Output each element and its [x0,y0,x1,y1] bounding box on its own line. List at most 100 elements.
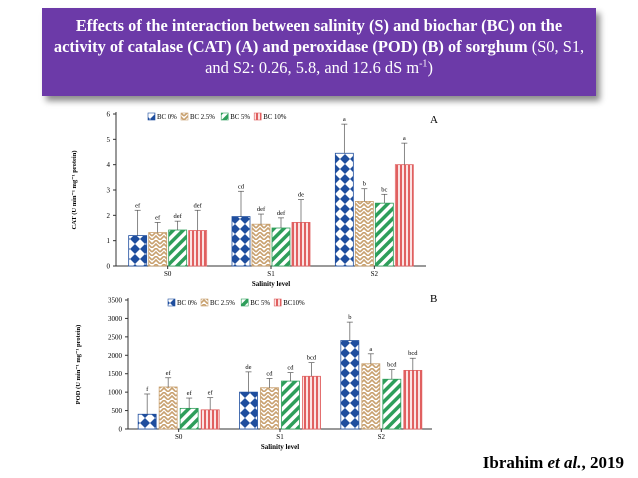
y-tick-label: 2500 [108,333,123,341]
x-tick-label: S1 [267,270,275,278]
legend-label: BC 5% [250,300,270,307]
bar [251,223,271,267]
bar [403,369,423,430]
chart-pod: 0 500 1000 1500 2000 2500 3000 3500 POD (U min⁻¹… [75,293,437,451]
legend-swatch [253,112,262,121]
bar [291,222,311,267]
slide-title-box: Effects of the interaction between salin… [42,8,596,96]
data-label: bcd [408,350,418,357]
data-label: a [403,135,406,142]
data-label: def [174,213,183,220]
bar [188,230,208,267]
bar [281,380,300,430]
citation-year: , 2019 [581,453,625,472]
data-label: a [343,116,346,123]
citation-etal: et al. [547,453,582,472]
citation: Ibrahim et al., 2019 [483,453,624,473]
y-tick-label: 1 [107,237,111,245]
legend-swatch [180,112,189,121]
citation-author: Ibrahim [482,453,548,472]
bar [271,227,291,267]
data-label: b [348,314,351,321]
legend-label: BC 0% [177,300,197,307]
data-label: ef [208,390,214,397]
data-label: def [277,210,286,217]
data-label: ef [166,370,172,377]
y-tick-label: 3000 [108,315,123,323]
legend-swatch [220,112,229,121]
bar [334,152,354,267]
x-tick-label: S2 [378,433,386,441]
bar [340,340,360,430]
x-axis-label: Salinity level [261,443,299,451]
y-tick-label: 3500 [108,297,123,305]
bar [148,232,168,267]
data-label: bcd [307,355,317,362]
x-axis-label: Salinity level [252,280,290,288]
data-label: def [257,206,266,213]
y-tick-label: 500 [112,407,123,415]
data-label: def [194,202,203,209]
legend-swatch [240,298,249,307]
y-tick-label: 0 [107,263,111,271]
legend-label: BC 2.5% [210,300,235,307]
bar [158,386,178,430]
bar [354,201,374,267]
y-tick-label: 0 [119,426,123,434]
legend-label: BC 10% [263,114,287,121]
data-label: bc [381,186,387,193]
bar [302,375,321,430]
y-tick-label: 4 [107,161,111,169]
x-tick-label: S0 [175,433,183,441]
legend-swatch [273,298,282,307]
bar [394,164,414,267]
bar [168,229,188,267]
x-tick-label: S0 [164,270,172,278]
panel-label: A [430,114,438,126]
bar [137,413,157,430]
data-label: b [363,181,366,188]
y-tick-label: 2 [107,212,111,220]
title-bold-text: Effects of the interaction between salin… [53,16,563,56]
y-tick-label: 1500 [108,370,123,378]
bar [361,363,381,430]
data-label: ef [187,390,193,397]
y-tick-label: 3 [107,187,111,195]
panel-label: B [430,293,437,305]
slide-title: Effects of the interaction between salin… [52,15,586,78]
data-label: bcd [387,362,397,369]
data-label: a [369,346,372,353]
legend-swatch [200,298,209,307]
chart-cat: 0 1 2 3 4 5 6 CAT (U min⁻¹ mg⁻¹ protein) S0 ef ef d… [71,111,438,289]
title-closing: ) [427,58,433,77]
x-tick-label: S1 [276,433,284,441]
legend-swatch [167,298,176,307]
title-normal-text: (S0, S1, and S2: 0.26, 5.8, and 12.6 dS … [205,37,585,77]
data-label: f [146,386,149,393]
y-tick-label: 1000 [108,389,123,397]
data-label: cd [238,183,245,190]
x-tick-label: S2 [371,270,379,278]
legend-label: BC 5% [230,114,250,121]
legend-label: BC 0% [157,114,177,121]
bar [260,387,279,430]
bar [128,235,148,267]
data-label: ef [155,214,161,221]
y-tick-label: 5 [107,136,111,144]
bar [231,216,251,267]
y-tick-label: 2000 [108,352,123,360]
title-superscript: -1 [419,58,428,70]
legend-label: BC10% [283,300,305,307]
data-label: ef [135,202,141,209]
bar [179,407,199,430]
y-axis-label: CAT (U min⁻¹ mg⁻¹ protein) [71,150,78,229]
data-label: cd [266,371,273,378]
data-label: de [245,364,251,371]
data-label: de [298,192,304,199]
bar [374,202,394,267]
bar [239,391,258,430]
bar [382,378,402,430]
legend-label: BC 2.5% [190,114,215,121]
data-label: cd [287,365,294,372]
bar [200,409,220,430]
